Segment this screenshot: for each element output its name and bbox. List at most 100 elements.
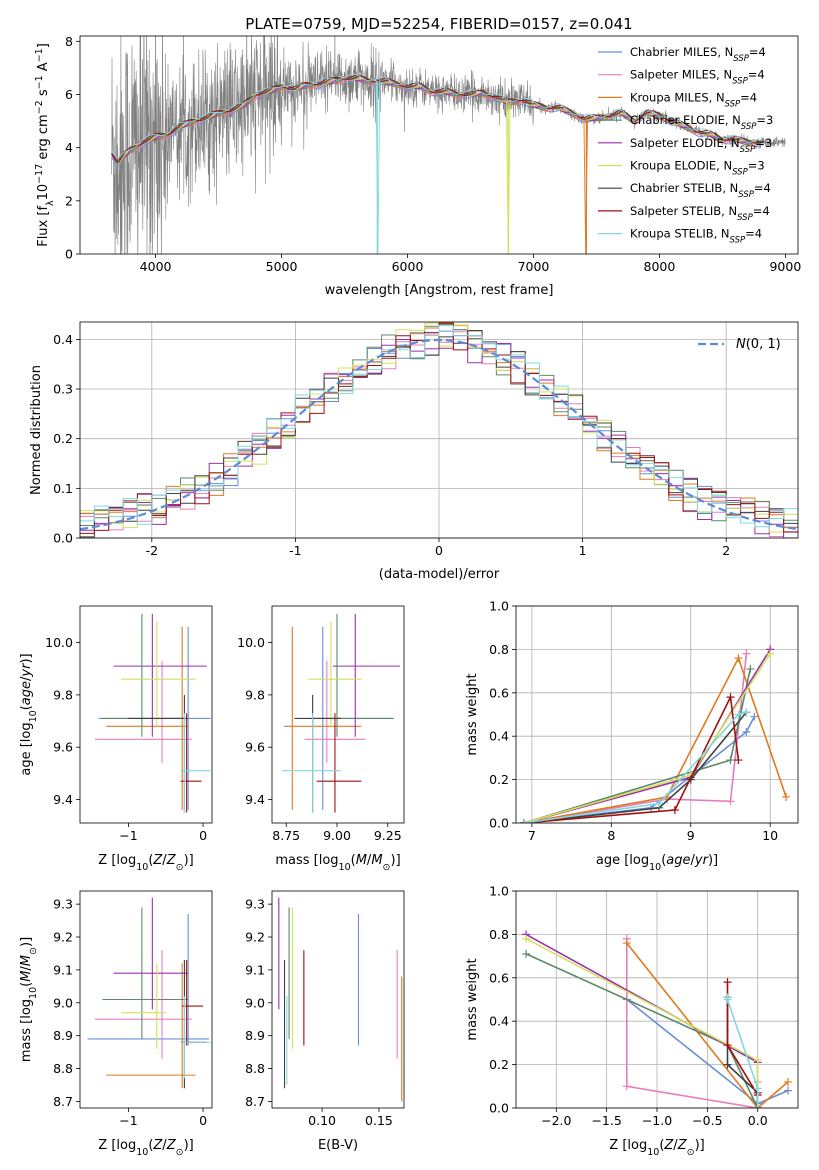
mass-weight-point: [522, 949, 531, 958]
x-tick-label: 9.25: [374, 828, 402, 843]
y-tick-label: 0.0: [53, 531, 73, 546]
mass-weight-point: [753, 1056, 762, 1065]
axes-age_vs_mass: 8.75 9.00 9.25 9.4 9.6 9.8 10.0: [237, 605, 405, 843]
legend-label-tail: =4: [748, 68, 765, 82]
y-tick-label: 9.1: [245, 962, 265, 977]
x-axis-label: age [log10(age/yr)]: [596, 853, 718, 873]
x-tick-label: 10: [762, 828, 778, 843]
legend-label: Salpeter ELODIE, NSSP=3: [630, 136, 772, 155]
mass-weight-point: [782, 792, 791, 801]
mass-weight-point: [723, 1041, 732, 1050]
x-tick-label: 0.10: [308, 1113, 336, 1128]
mass-weight-line: [523, 653, 771, 823]
legend-label-main: Kroupa ELODIE, N: [630, 159, 732, 173]
y-axis-label: mass weight: [465, 958, 480, 1040]
y-tick-label: 9.0: [245, 995, 265, 1010]
axes-age_vs_Z: −1 0 9.4 9.6 9.8 10.0: [45, 605, 213, 843]
legend-label-main: Chabrier ELODIE, N: [630, 113, 741, 127]
label-part: M: [19, 955, 34, 966]
mass-weight-point: [622, 1082, 631, 1091]
mass-weight-point: [734, 654, 743, 663]
legend-label-tail: =4: [745, 227, 762, 241]
y-tick-label: 0.1: [53, 481, 73, 496]
y-tick-label: 8: [65, 34, 73, 49]
model-spectrum-line: [111, 73, 760, 254]
mass-weight-point: [734, 756, 743, 765]
label-part: Z: [152, 853, 163, 868]
y-tick-label: 8.7: [245, 1094, 265, 1109]
label-part: (: [351, 853, 356, 868]
label-part: (: [19, 982, 34, 987]
label-part: (0, 1): [746, 337, 781, 352]
label-part: 10: [649, 862, 661, 873]
y-tick-label: 0.4: [489, 729, 509, 744]
y-tick-label: 0.0: [489, 1101, 509, 1116]
mass-weight-point: [750, 712, 759, 721]
y-tick-label: 0.4: [53, 332, 73, 347]
x-tick-label: −2.0: [541, 1113, 571, 1128]
y-tick-label: 6: [65, 87, 73, 102]
mass-weight-point: [654, 799, 663, 808]
legend-label-tail: =4: [753, 204, 770, 218]
y-tick-label: 9.6: [53, 740, 73, 755]
y-axis-label: Flux [fλ10−17 erg cm−2 s−1 A−1]: [34, 43, 56, 247]
x-tick-label: 0: [199, 828, 207, 843]
mass-weight-point: [742, 708, 751, 717]
mass-weight-line: [626, 942, 789, 1108]
label-part: /: [19, 966, 34, 971]
mass-weight-point: [522, 934, 531, 943]
mass-weight-point: [726, 693, 735, 702]
x-tick-label: 7: [528, 828, 536, 843]
mass-weight-point: [742, 727, 751, 736]
y-tick-label: 8.8: [53, 1061, 73, 1076]
x-tick-label: 2: [722, 543, 730, 558]
label-part: )]: [708, 853, 718, 868]
histogram-step: [80, 322, 798, 533]
mass-weight-line: [525, 937, 759, 1108]
x-tick-label: −1: [119, 828, 137, 843]
x-tick-label: −1.0: [642, 1113, 672, 1128]
y-tick-label: 9.4: [53, 792, 73, 807]
y-tick-label: 8.9: [53, 1028, 73, 1043]
x-axis-label: Z [log10(Z/Z⊙)]: [98, 853, 193, 873]
x-tick-label: 9.00: [323, 828, 351, 843]
y-tick-label: 1.0: [489, 884, 509, 899]
x-tick-label: -2: [146, 543, 158, 558]
mass-weight-point: [726, 797, 735, 806]
plot-area: [522, 930, 792, 1108]
label-part: s: [36, 89, 51, 100]
x-tick-label: 7000: [518, 259, 550, 274]
mass-weight-point: [783, 1086, 792, 1095]
mass-weight-point: [753, 1084, 762, 1093]
label-part: Z: [663, 1138, 674, 1153]
label-part: (: [661, 853, 666, 868]
y-tick-label: 8.8: [245, 1061, 265, 1076]
mass-weight-point: [622, 939, 631, 948]
x-tick-label: −1: [119, 1113, 137, 1128]
y-tick-label: 0.4: [489, 1014, 509, 1029]
mass-weight-point: [742, 649, 751, 658]
label-part: /: [673, 1138, 678, 1153]
mass-weight-line: [523, 656, 787, 823]
legend-label: N(0, 1): [736, 337, 781, 352]
plot-area: [278, 897, 403, 1102]
label-part: −1: [34, 48, 45, 62]
y-tick-label: 0.6: [489, 685, 509, 700]
legend-label: Salpeter MILES, NSSP=4: [630, 68, 765, 87]
mass-weight-point: [519, 819, 528, 823]
y-tick-label: 9.3: [245, 897, 265, 912]
x-tick-label: 0: [435, 543, 443, 558]
x-axis-label: Z [log10(Z/Z⊙)]: [609, 1138, 704, 1158]
legend-label-sub: SSP: [732, 77, 748, 87]
label-part: 10: [28, 987, 39, 999]
axes-mass_vs_ebv: 0.10 0.15 8.7 8.8 8.9 9.0 9.1 9.2 9.3: [245, 890, 405, 1128]
legend-label: Chabrier STELIB, NSSP=4: [630, 181, 771, 200]
label-part: )]: [184, 853, 194, 868]
label-part: 10: [136, 862, 148, 873]
y-axis-label: Normed distribution: [29, 365, 44, 495]
label-part: ⊙: [687, 1147, 695, 1158]
x-axis-label: mass [log10(M/M⊙)]: [275, 853, 400, 873]
label-part: −17: [34, 164, 45, 184]
plot-area: [80, 322, 798, 538]
